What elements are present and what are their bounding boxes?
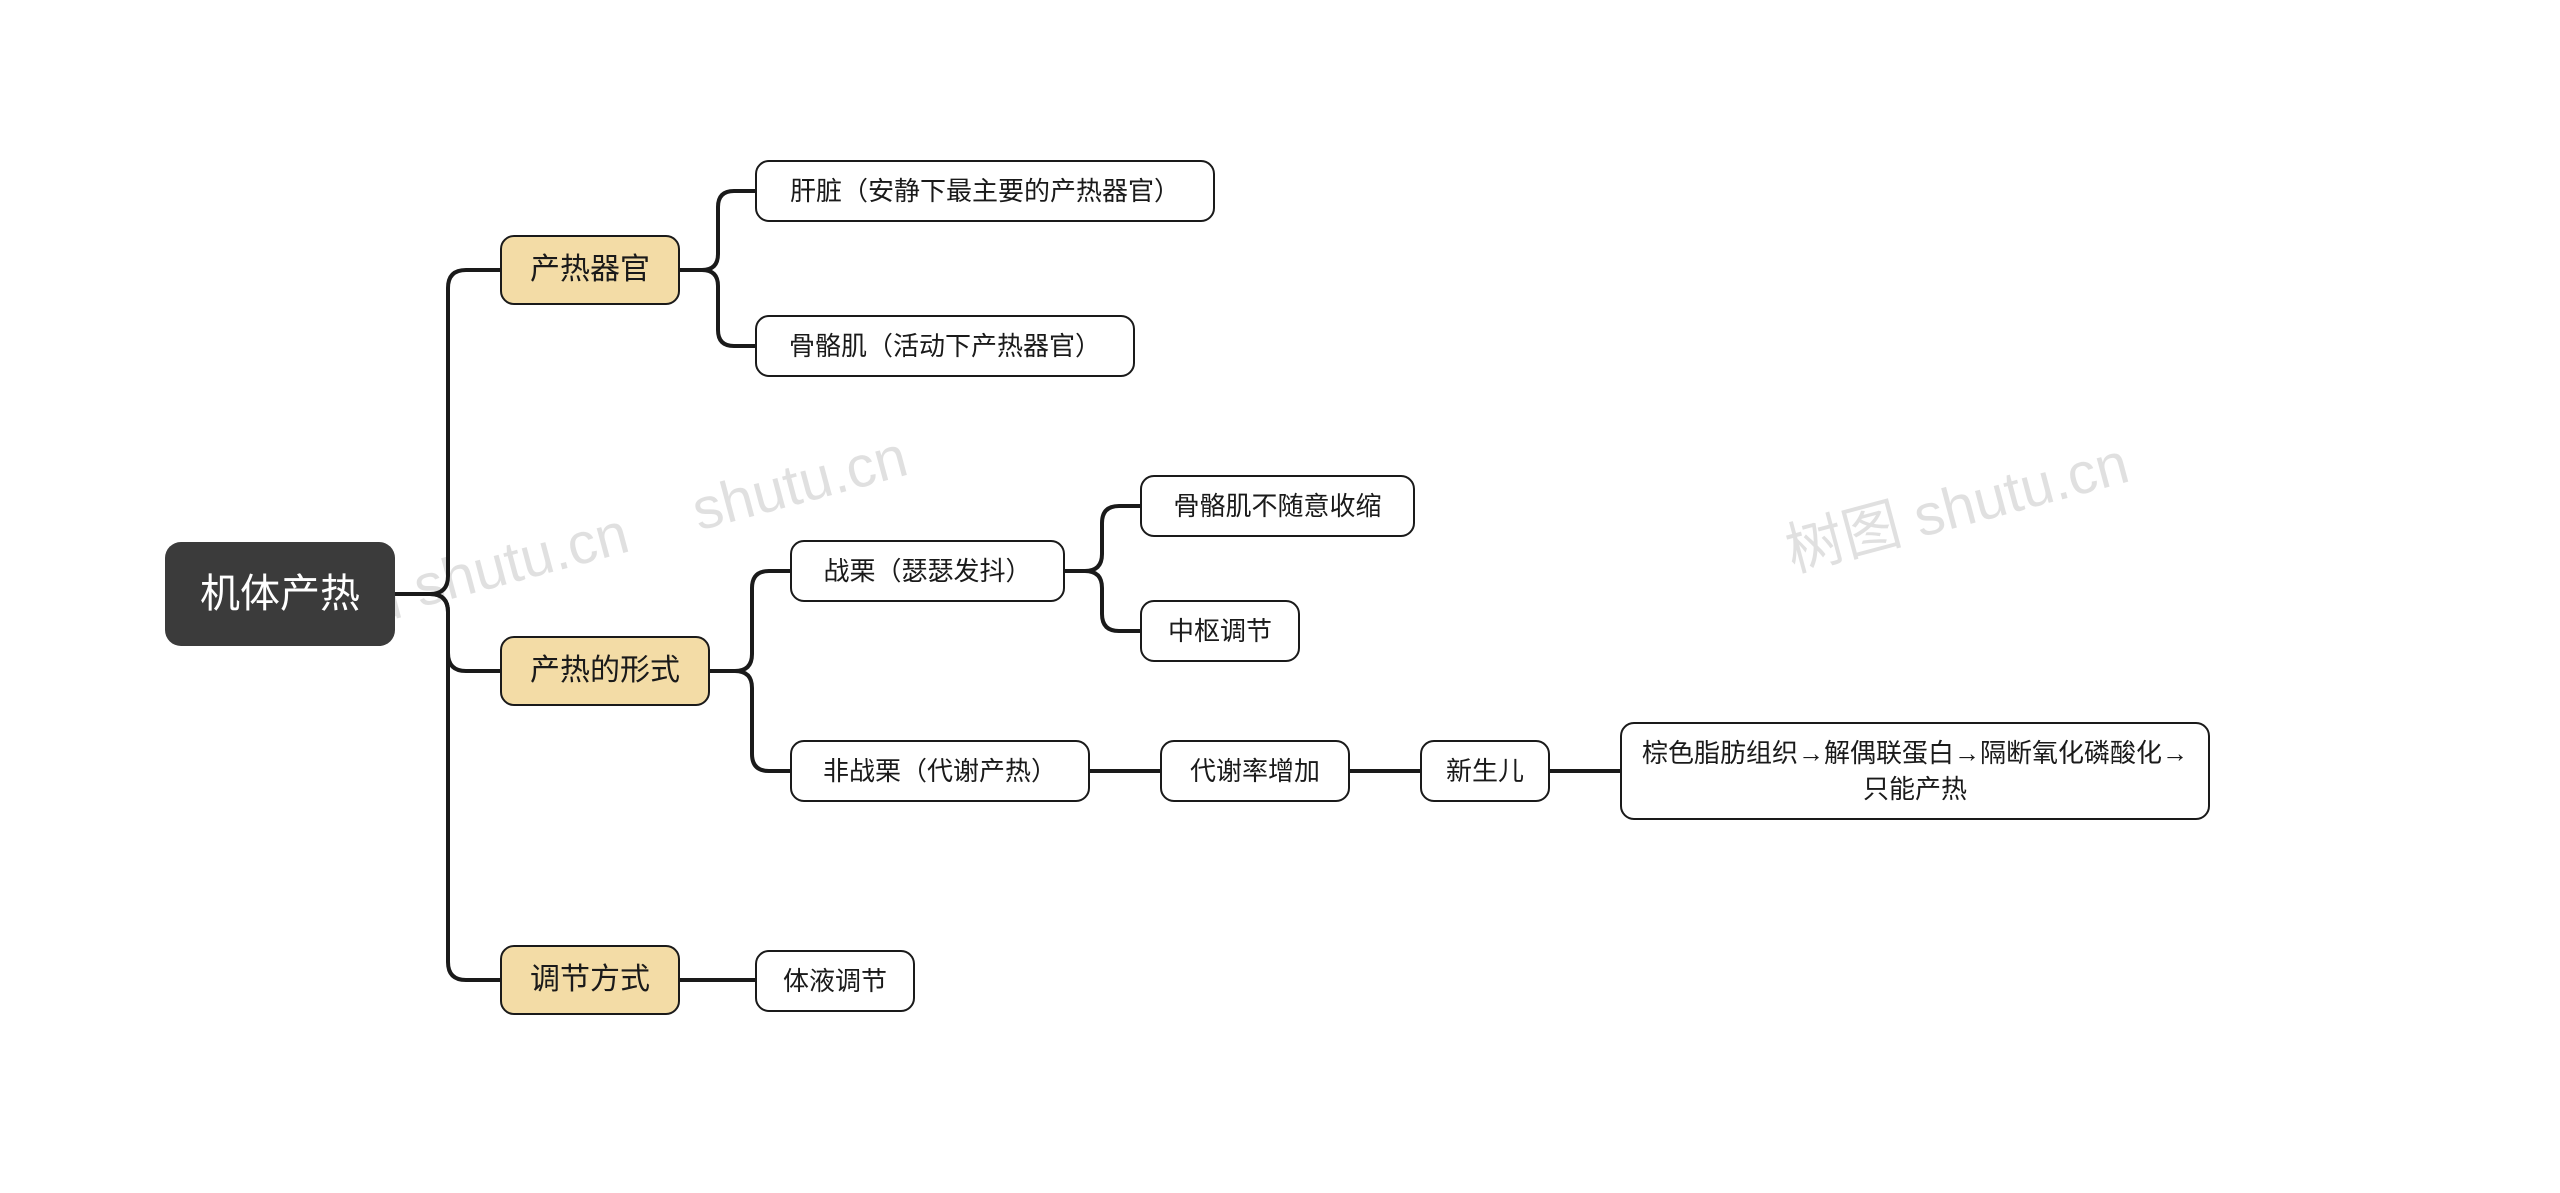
mindmap-leaf[interactable]: 新生儿 bbox=[1420, 740, 1550, 802]
watermark: shutu.cn bbox=[685, 423, 914, 544]
node-label: 骨骼肌（活动下产热器官） bbox=[789, 328, 1101, 364]
mindmap-category[interactable]: 调节方式 bbox=[500, 945, 680, 1015]
node-label: 骨骼肌不随意收缩 bbox=[1173, 488, 1381, 524]
mindmap-leaf[interactable]: 代谢率增加 bbox=[1160, 740, 1350, 802]
mindmap-leaf[interactable]: 非战栗（代谢产热） bbox=[790, 740, 1090, 802]
node-label: 产热的形式 bbox=[530, 650, 680, 692]
mindmap-category[interactable]: 产热器官 bbox=[500, 235, 680, 305]
node-label: 战栗（瑟瑟发抖） bbox=[823, 553, 1031, 589]
mindmap-category[interactable]: 产热的形式 bbox=[500, 636, 710, 706]
node-label: 新生儿 bbox=[1446, 753, 1524, 789]
mindmap-root[interactable]: 机体产热 bbox=[165, 542, 395, 646]
node-label: 机体产热 bbox=[200, 566, 360, 622]
watermark: 树图 shutu.cn bbox=[1775, 416, 2136, 588]
mindmap-leaf[interactable]: 肝脏（安静下最主要的产热器官） bbox=[755, 160, 1215, 222]
mindmap-leaf[interactable]: 骨骼肌不随意收缩 bbox=[1140, 475, 1415, 537]
mindmap-leaf[interactable]: 中枢调节 bbox=[1140, 600, 1300, 662]
mindmap-leaf[interactable]: 战栗（瑟瑟发抖） bbox=[790, 540, 1065, 602]
node-label: 调节方式 bbox=[530, 959, 650, 1001]
node-label: 体液调节 bbox=[783, 963, 887, 999]
mindmap-leaf[interactable]: 棕色脂肪组织→解偶联蛋白→隔断氧化磷酸化→只能产热 bbox=[1620, 722, 2210, 820]
node-label: 肝脏（安静下最主要的产热器官） bbox=[790, 173, 1180, 209]
node-label: 中枢调节 bbox=[1168, 613, 1272, 649]
node-label: 代谢率增加 bbox=[1190, 753, 1320, 789]
mindmap-leaf[interactable]: 骨骼肌（活动下产热器官） bbox=[755, 315, 1135, 377]
node-label: 非战栗（代谢产热） bbox=[823, 753, 1057, 789]
mindmap-leaf[interactable]: 体液调节 bbox=[755, 950, 915, 1012]
node-label: 棕色脂肪组织→解偶联蛋白→隔断氧化磷酸化→只能产热 bbox=[1640, 735, 2190, 808]
node-label: 产热器官 bbox=[530, 249, 650, 291]
